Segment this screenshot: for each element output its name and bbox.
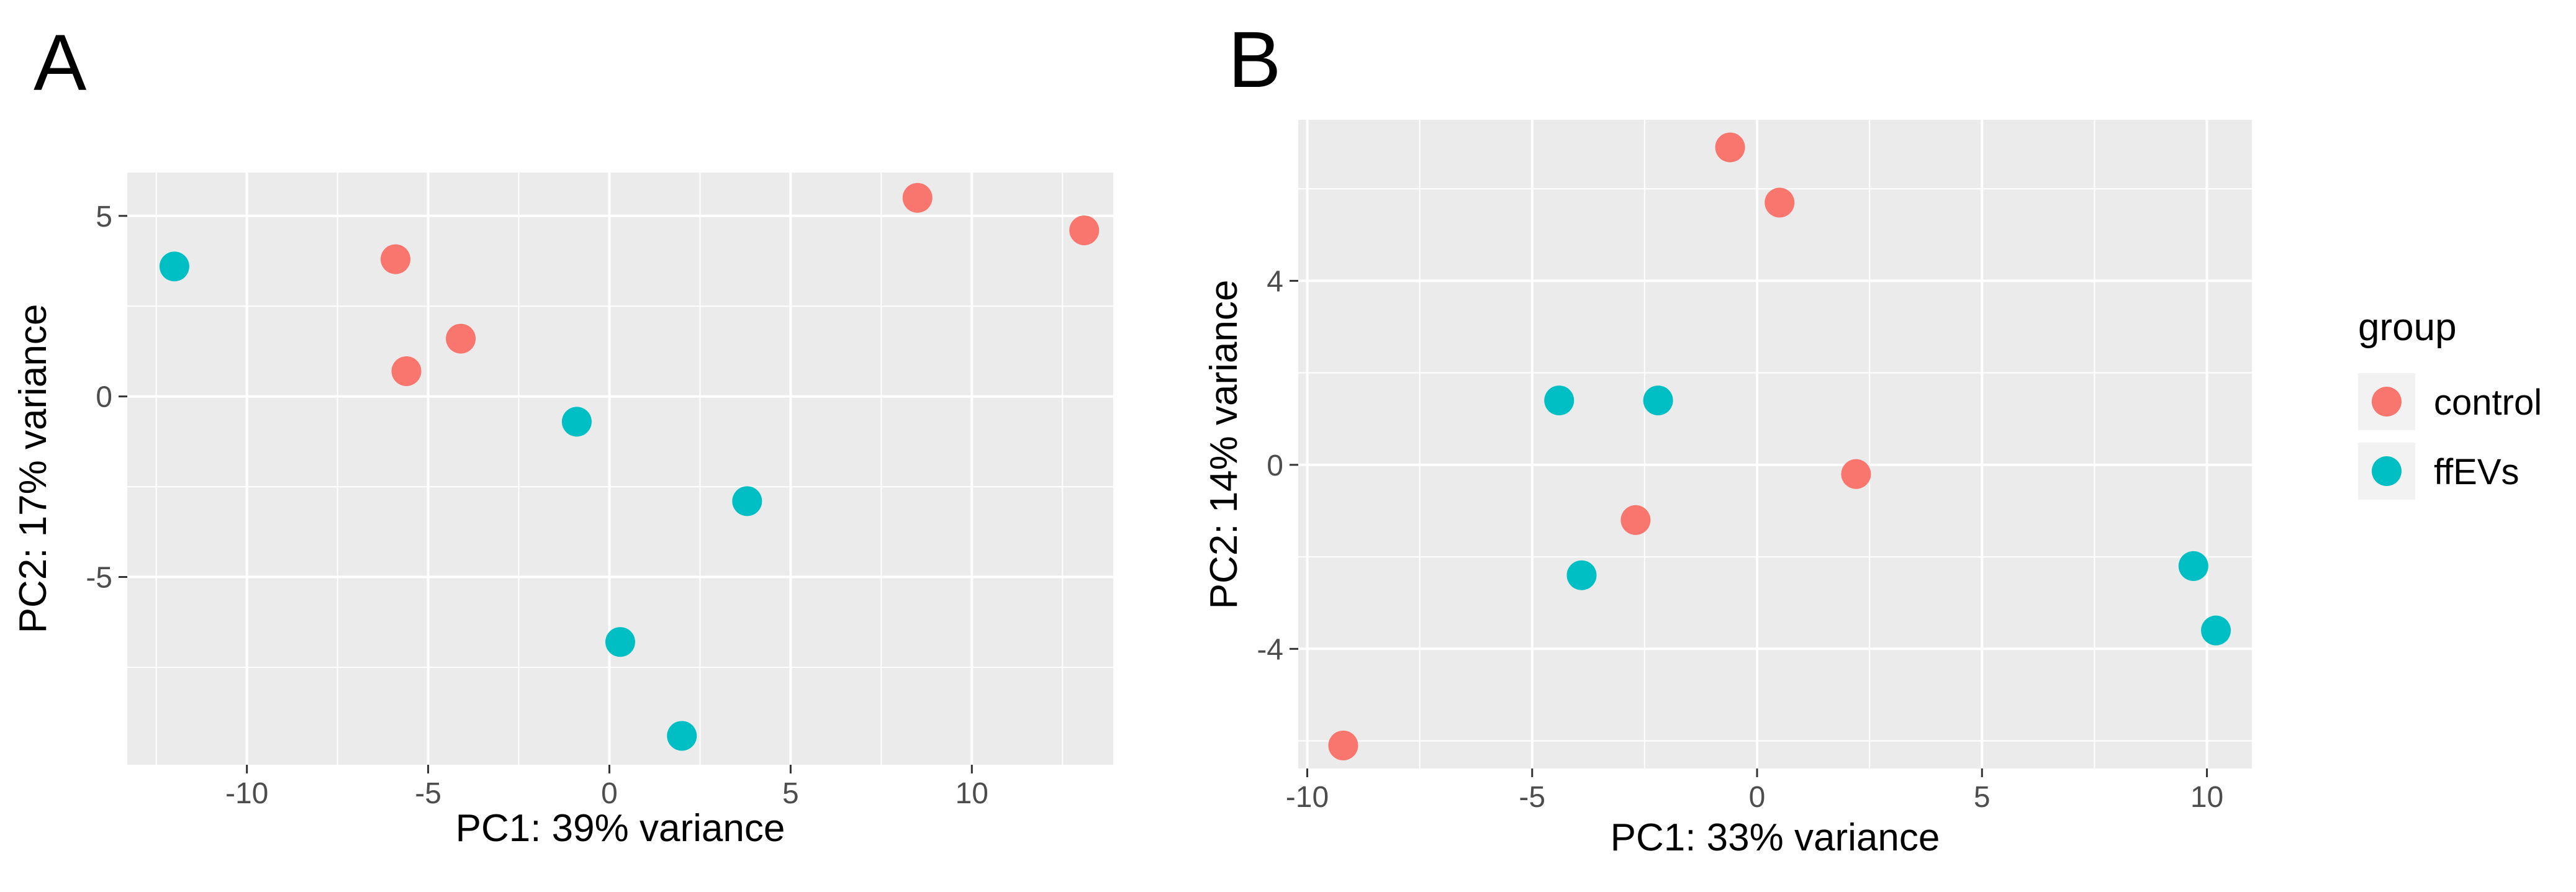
panel-a-letter: A [34, 19, 87, 107]
panel-b-axis-ticks [1290, 279, 2208, 777]
panel-a-point-control [902, 182, 933, 213]
panel-b-point-control [1841, 459, 1871, 489]
panel-a-points [159, 182, 1100, 751]
panel-a-y-tick-label: -5 [86, 562, 112, 595]
legend-title: group [2358, 306, 2457, 349]
panel-a-point-ffevs [561, 407, 592, 437]
panel-b-major-grid [1298, 120, 2252, 768]
panel-b-x-tick-label: -10 [1286, 781, 1329, 814]
panel-b-point-ffevs [1643, 385, 1673, 416]
panel-b-x-tick-label: 10 [2190, 781, 2223, 814]
panel-a-y-tick-label: 0 [96, 381, 112, 414]
panel-b-point-ffevs [1544, 385, 1575, 416]
panel-b-point-ffevs [2178, 551, 2208, 581]
panel-b-points [1328, 132, 2231, 760]
panel-a-tick-labels: -10 -5 0 5 10 -5 0 5 [86, 200, 988, 810]
panel-a-x-tick-label: -10 [225, 777, 268, 810]
panel-b-x-axis-title: PC1: 33% variance [1611, 816, 1940, 859]
panel-a-point-ffevs [605, 627, 635, 657]
panel-a: A -10 -5 0 5 10 -5 0 5 PC1: 39% variance PC2: 1… [12, 19, 1113, 850]
panel-b-x-tick-label: 5 [1974, 781, 1991, 814]
legend-swatch-control [2372, 387, 2402, 417]
panel-b-point-control [1715, 132, 1745, 163]
panel-b-y-tick-label: -4 [1257, 633, 1283, 666]
panel-a-x-tick-label: 10 [956, 777, 988, 810]
panel-a-y-axis-title: PC2: 17% variance [12, 304, 55, 634]
panel-a-x-tick-label: -5 [415, 777, 441, 810]
panel-a-y-tick-label: 5 [96, 200, 112, 233]
panel-a-point-control [391, 356, 422, 386]
panel-b-x-tick-label: -5 [1519, 781, 1545, 814]
panel-a-axis-ticks [119, 215, 973, 773]
panel-a-point-control [446, 323, 476, 354]
panel-a-point-ffevs [667, 721, 697, 751]
panel-a-x-tick-label: 0 [601, 777, 618, 810]
legend: group control ffEVs [2358, 306, 2542, 500]
legend-label-control: control [2434, 382, 2542, 423]
panel-b-y-axis-title: PC2: 14% variance [1203, 280, 1245, 610]
panel-b-point-ffevs [2201, 615, 2231, 646]
panel-a-point-control [1069, 215, 1100, 246]
panel-b-point-ffevs [1566, 560, 1597, 590]
panel-a-point-ffevs [732, 486, 762, 516]
panel-b-y-tick-label: 4 [1267, 265, 1283, 298]
panel-b-plot-background [1298, 120, 2252, 768]
panel-b: B -10 -5 0 5 10 -4 0 4 PC1: 33% variance PC2: 1… [1203, 16, 2252, 859]
panel-b-point-control [1620, 505, 1651, 535]
panel-b-letter: B [1228, 16, 1281, 104]
panel-a-point-ffevs [159, 251, 189, 282]
legend-label-ffevs: ffEVs [2434, 452, 2520, 492]
legend-swatch-ffevs [2372, 456, 2402, 486]
panel-a-plot-background [127, 173, 1113, 765]
panel-b-point-control [1765, 187, 1795, 218]
panel-a-x-tick-label: 5 [782, 777, 799, 810]
panel-b-point-control [1328, 730, 1358, 760]
panel-b-tick-labels: -10 -5 0 5 10 -4 0 4 [1257, 265, 2223, 814]
panel-b-x-tick-label: 0 [1749, 781, 1766, 814]
panel-a-major-grid [127, 173, 1113, 765]
panel-a-x-axis-title: PC1: 39% variance [456, 807, 785, 850]
panel-a-minor-grid [127, 173, 1113, 765]
panel-b-y-tick-label: 0 [1267, 449, 1283, 482]
panel-a-point-control [381, 244, 411, 274]
